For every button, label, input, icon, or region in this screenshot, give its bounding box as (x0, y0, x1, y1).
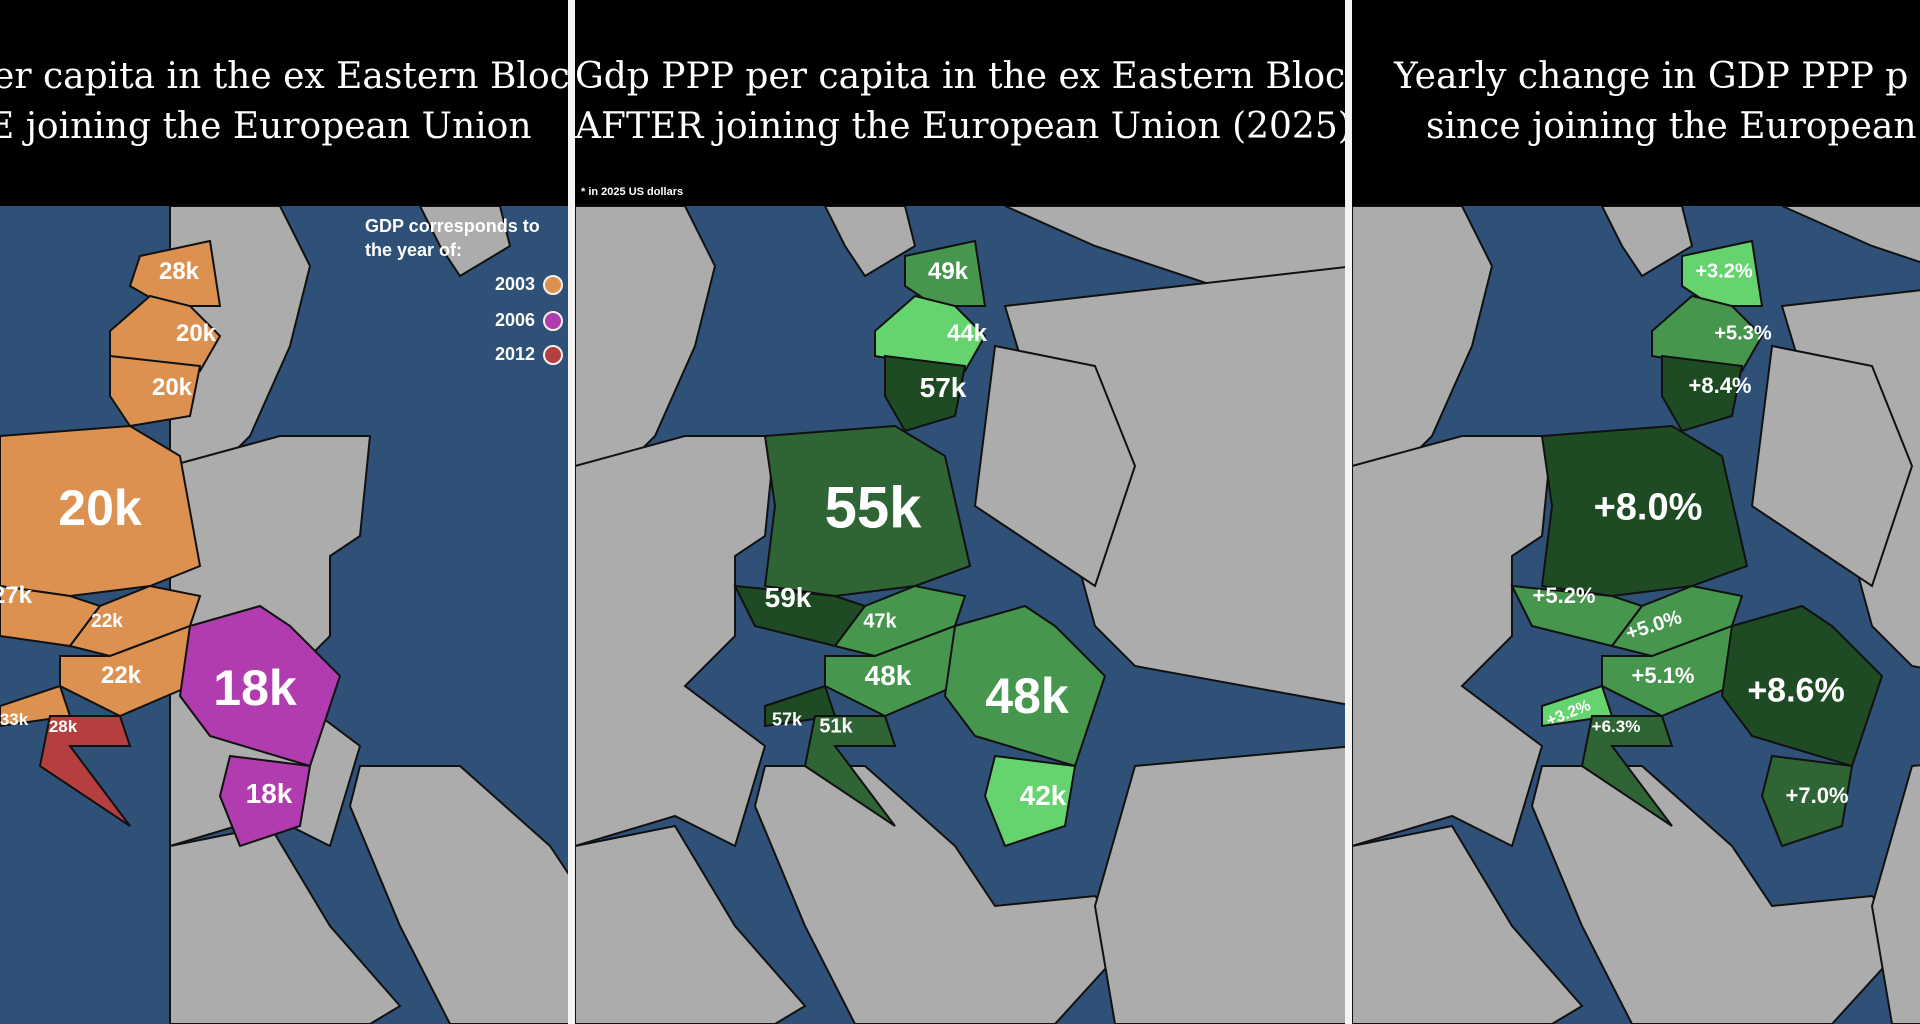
label-hungary: +5.1% (1631, 663, 1695, 688)
label-slovenia: 57k (771, 709, 803, 730)
legend-item-2003: 2003 (495, 274, 563, 295)
legend: GDP corresponds to the year of: 2003 200… (365, 214, 563, 365)
panel-title: Gdp PPP per capita in the ex Eastern Blo… (575, 56, 1345, 147)
label-romania: 48k (985, 668, 1069, 724)
panel-after: Gdp PPP per capita in the ex Eastern Blo… (575, 0, 1345, 1024)
panel-divider (1345, 0, 1352, 1024)
label-slovakia: 22k (91, 611, 123, 632)
label-croatia: 28k (48, 717, 78, 736)
legend-swatch-orange (543, 274, 563, 295)
label-latvia: 20k (175, 320, 217, 347)
legend-swatch-red (543, 344, 563, 365)
label-croatia: 51k (819, 715, 853, 738)
label-slovakia: 47k (863, 610, 897, 633)
label-bulgaria: 18k (245, 778, 293, 809)
label-latvia: +5.3% (1714, 322, 1772, 345)
panel-title: per capita in the ex Eastern Bloc E join… (0, 56, 568, 147)
label-estonia: 28k (158, 258, 200, 285)
label-estonia: 49k (927, 258, 969, 285)
legend-swatch-purple (543, 310, 563, 331)
label-romania: 18k (213, 660, 297, 716)
label-hungary: 22k (100, 662, 142, 689)
label-poland: +8.0% (1593, 486, 1703, 529)
label-lithuania: 57k (919, 372, 967, 403)
panel-divider (568, 0, 575, 1024)
label-hungary: 48k (864, 660, 912, 691)
label-czechia: 27k (0, 582, 33, 609)
legend-item-2012: 2012 (495, 344, 563, 365)
panel-yearly-change: Yearly change in GDP PPP p since joining… (1352, 0, 1920, 1024)
label-lithuania: 20k (151, 374, 193, 401)
label-croatia: +6.3% (1591, 717, 1641, 736)
label-bulgaria: +7.0% (1785, 783, 1849, 808)
map-yearly-change: +3.2% +5.3% +8.4% +8.0% +5.2% +5.0% +5.1… (1352, 206, 1920, 1024)
currency-note: * in 2025 US dollars (581, 186, 684, 198)
label-lithuania: +8.4% (1688, 373, 1752, 398)
legend-item-2006: 2006 (495, 310, 563, 331)
label-romania: +8.6% (1747, 671, 1845, 710)
label-czechia: +5.2% (1532, 583, 1596, 608)
label-bulgaria: 42k (1019, 780, 1067, 811)
label-estonia: +3.2% (1695, 260, 1753, 283)
label-czechia: 59k (764, 582, 812, 613)
label-slovenia: 33k (0, 710, 29, 729)
map-after: 49k 44k 57k 55k 59k 47k 48k 57k 51k 48k … (575, 206, 1345, 1024)
label-latvia: 44k (946, 320, 988, 347)
map-before: GDP corresponds to the year of: 2003 200… (0, 206, 568, 1024)
panel-before: per capita in the ex Eastern Bloc E join… (0, 0, 568, 1024)
panel-title: Yearly change in GDP PPP p since joining… (1394, 56, 1917, 147)
label-poland: 20k (58, 480, 142, 536)
label-poland: 55k (824, 475, 922, 541)
